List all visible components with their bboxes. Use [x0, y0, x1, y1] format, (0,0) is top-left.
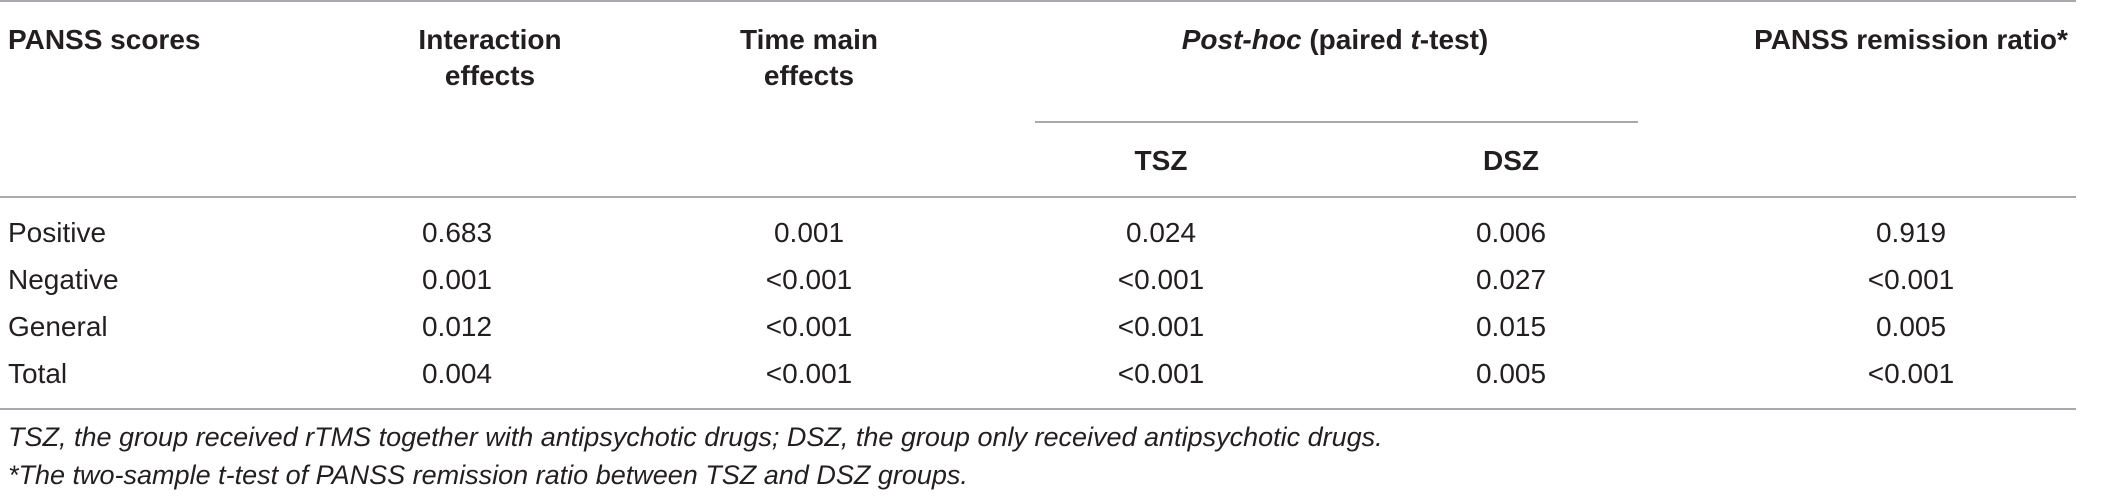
header-posthoc: Post-hoc (paired t-test): [1182, 22, 1488, 58]
row-label: Positive: [8, 217, 107, 248]
cell-remission: 0.919: [1875, 217, 1947, 248]
header-remission-ratio: PANSS remission ratio*: [1754, 24, 2068, 55]
header-posthoc-italic: Post-hoc: [1181, 24, 1302, 55]
cell-remission: 0.005: [1875, 311, 1947, 342]
table-header-rule: [0, 196, 2076, 198]
header-panss-scores: PANSS scores: [8, 24, 201, 55]
cell-tsz: 0.024: [1125, 217, 1197, 248]
row-label: General: [8, 311, 108, 342]
header-interaction-line1: Interaction: [418, 24, 562, 55]
row-label: Total: [8, 358, 68, 389]
cell-remission: <0.001: [1867, 358, 1955, 389]
cell-interaction: 0.012: [421, 311, 493, 342]
row-label: Negative: [8, 264, 119, 295]
header-time-main-effects: Time main effects: [740, 22, 878, 94]
header-interaction-line2: effects: [444, 60, 536, 91]
cell-time: <0.001: [765, 358, 853, 389]
cell-interaction: 0.001: [421, 264, 493, 295]
footnote-abbreviations: TSZ, the group received rTMS together wi…: [8, 422, 1383, 452]
header-posthoc-mid: (paired: [1301, 24, 1411, 55]
cell-time: <0.001: [765, 264, 853, 295]
cell-time: 0.001: [773, 217, 845, 248]
cell-tsz: <0.001: [1117, 311, 1205, 342]
posthoc-subheader-rule: [1035, 121, 1638, 123]
header-posthoc-end: -test): [1419, 24, 1489, 55]
cell-time: <0.001: [765, 311, 853, 342]
header-interaction-effects: Interaction effects: [418, 22, 561, 94]
cell-interaction: 0.004: [421, 358, 493, 389]
header-time-line2: effects: [763, 60, 855, 91]
header-dsz: DSZ: [1483, 145, 1539, 176]
header-posthoc-t: t: [1410, 24, 1420, 55]
cell-tsz: <0.001: [1117, 264, 1205, 295]
cell-dsz: 0.005: [1475, 358, 1547, 389]
header-tsz: TSZ: [1134, 145, 1188, 176]
cell-interaction: 0.683: [421, 217, 493, 248]
cell-dsz: 0.015: [1475, 311, 1547, 342]
header-time-line1: Time main: [740, 24, 878, 55]
table-bottom-rule: [0, 408, 2076, 410]
cell-dsz: 0.006: [1475, 217, 1547, 248]
cell-dsz: 0.027: [1475, 264, 1547, 295]
footnote-remission-test: *The two-sample t-test of PANSS remissio…: [8, 460, 968, 490]
table-top-rule: [0, 0, 2076, 2]
cell-tsz: <0.001: [1117, 358, 1205, 389]
cell-remission: <0.001: [1867, 264, 1955, 295]
